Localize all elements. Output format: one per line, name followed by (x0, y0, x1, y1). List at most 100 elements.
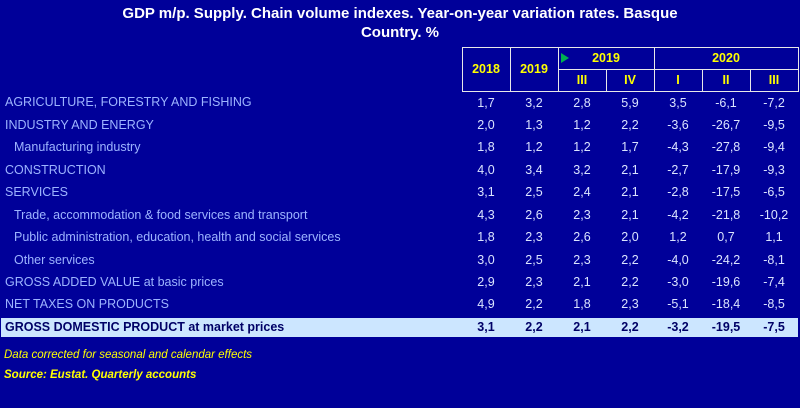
value-cell: -4,0 (667, 252, 689, 267)
value-cell: -9,3 (763, 162, 785, 177)
value-cell: -5,1 (667, 297, 689, 311)
value-cell: -3,6 (667, 117, 689, 132)
value-cell: -9,4 (763, 140, 785, 155)
total-value-cell: 2,1 (558, 314, 606, 337)
value-cell: 3,1 (477, 185, 495, 200)
value-cell: -21,8 (711, 207, 741, 222)
table-body: AGRICULTURE, FORESTRY AND FISHING 1,7 3,… (1, 91, 799, 337)
table-row: Public administration, education, health… (1, 226, 798, 249)
value-cell: 2,1 (621, 185, 639, 200)
value-cell: 2,9 (477, 275, 495, 290)
table-row: Other services 3,0 2,5 2,3 2,2 -4,0 -24,… (1, 249, 798, 272)
value-cell: 2,6 (525, 207, 543, 222)
value-cell: 2,0 (621, 230, 639, 245)
value-cell: 2,5 (525, 185, 543, 200)
value-cell: 1,3 (525, 117, 543, 132)
table-row: GROSS ADDED VALUE at basic prices 2,9 2,… (1, 271, 798, 294)
value-cell: 0,7 (717, 230, 735, 245)
value-cell: 3,2 (525, 95, 543, 110)
value-cell: -6,5 (763, 185, 785, 200)
col-header-2020-q3: III (749, 68, 799, 92)
value-cell: 1,2 (525, 140, 543, 155)
green-triangle-icon (560, 53, 569, 63)
table-row: NET TAXES ON PRODUCTS 4,9 2,2 1,8 2,3 -5… (1, 294, 798, 317)
value-cell: 2,2 (525, 297, 543, 311)
total-value-cell: 3,1 (462, 314, 510, 337)
row-label: Public administration, education, health… (14, 230, 341, 245)
col-header-2019: 2019 (509, 46, 559, 92)
value-cell: -10,2 (759, 207, 789, 222)
table-header: 2018 2019 2019 2020 III IV I II III (1, 46, 799, 92)
total-value-cell: -3,2 (654, 314, 702, 337)
value-cell: 2,6 (573, 230, 591, 245)
table-row: CONSTRUCTION 4,0 3,4 3,2 2,1 -2,7 -17,9 … (1, 159, 798, 182)
value-cell: 3,2 (573, 162, 591, 177)
value-cell: 1,1 (765, 230, 783, 245)
value-cell: 2,5 (525, 252, 543, 267)
table-row: AGRICULTURE, FORESTRY AND FISHING 1,7 3,… (1, 91, 798, 114)
value-cell: 2,1 (573, 275, 591, 290)
row-label: Other services (14, 252, 95, 267)
value-cell: -9,5 (763, 117, 785, 132)
value-cell: 2,3 (573, 252, 591, 267)
col-header-2019-q4: IV (605, 68, 655, 92)
value-cell: -7,4 (763, 275, 785, 290)
value-cell: -17,5 (711, 185, 741, 200)
value-cell: 2,2 (621, 275, 639, 290)
value-cell: -24,2 (711, 252, 741, 267)
row-label: Manufacturing industry (14, 140, 141, 155)
value-cell: 3,5 (669, 95, 687, 110)
title-line-2: Country. % (360, 23, 440, 41)
footer-notes: Data corrected for seasonal and calendar… (4, 349, 800, 381)
value-cell: 2,8 (573, 95, 591, 110)
value-cell: 3,0 (477, 252, 495, 267)
value-cell: 5,9 (621, 95, 639, 110)
row-label: Trade, accommodation & food services and… (14, 207, 308, 222)
row-label: NET TAXES ON PRODUCTS (5, 297, 169, 311)
value-cell: 2,1 (621, 162, 639, 177)
value-cell: 2,3 (525, 230, 543, 245)
value-cell: 2,4 (573, 185, 591, 200)
value-cell: 2,3 (621, 297, 639, 311)
value-cell: -8,1 (763, 252, 785, 267)
value-cell: -26,7 (711, 117, 741, 132)
col-header-2020-q2: II (701, 68, 751, 92)
col-header-2020-q1: I (653, 68, 703, 92)
value-cell: 2,2 (621, 252, 639, 267)
page-title: GDP m/p. Supply. Chain volume indexes. Y… (50, 5, 750, 43)
table-row: Manufacturing industry 1,8 1,2 1,2 1,7 -… (1, 136, 798, 159)
value-cell: 2,2 (621, 117, 639, 132)
value-cell: 2,3 (525, 275, 543, 290)
row-label: CONSTRUCTION (5, 162, 106, 177)
col-group-2019: 2019 (557, 46, 655, 70)
total-value-cell: -7,5 (750, 314, 799, 337)
value-cell: 1,8 (573, 297, 591, 311)
value-cell: -4,2 (667, 207, 689, 222)
total-value-cell: -19,5 (702, 314, 750, 337)
header-row-quarters: III IV I II III (1, 68, 799, 92)
value-cell: -8,5 (763, 297, 785, 311)
table-row: Trade, accommodation & food services and… (1, 204, 798, 227)
header-row-groups: 2018 2019 2019 2020 (1, 46, 799, 92)
title-line-1: GDP m/p. Supply. Chain volume indexes. Y… (122, 5, 678, 22)
row-label: INDUSTRY AND ENERGY (5, 117, 154, 132)
value-cell: -2,8 (667, 185, 689, 200)
source-note: Source: Eustat. Quarterly accounts (4, 369, 197, 381)
value-cell: 1,2 (573, 140, 591, 155)
total-value-cell: 2,2 (510, 314, 558, 337)
footnote: Data corrected for seasonal and calendar… (4, 349, 253, 361)
total-value-cell: 2,2 (606, 314, 654, 337)
value-cell: 1,2 (573, 117, 591, 132)
table-row: SERVICES 3,1 2,5 2,4 2,1 -2,8 -17,5 -6,5 (1, 181, 798, 204)
value-cell: 3,4 (525, 162, 543, 177)
value-cell: 4,9 (477, 297, 495, 311)
value-cell: -6,1 (715, 95, 737, 110)
value-cell: 2,1 (621, 207, 639, 222)
value-cell: -27,8 (711, 140, 741, 155)
value-cell: 1,2 (669, 230, 687, 245)
header-spacer (1, 47, 462, 91)
row-label: GROSS ADDED VALUE at basic prices (5, 275, 224, 290)
col-header-2018: 2018 (461, 46, 511, 92)
col-group-2020: 2020 (653, 46, 799, 70)
row-label: SERVICES (5, 185, 68, 200)
